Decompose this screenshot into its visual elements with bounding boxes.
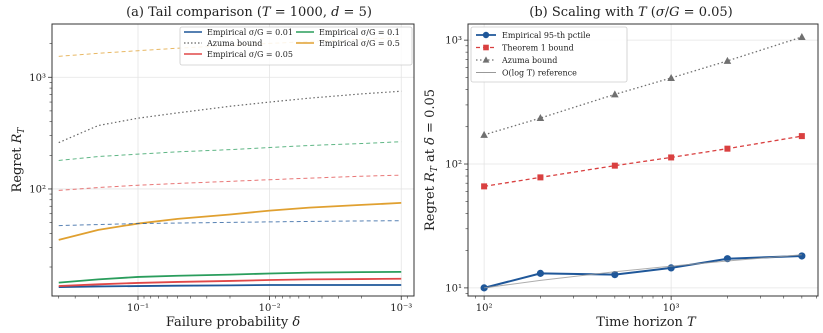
legend-box [470,26,628,83]
legend-label: Empirical σ/G = 0.01 [207,28,293,37]
series-line-0 [483,254,802,289]
legend-label: Azuma bound [206,39,262,48]
legend-marker [483,44,489,51]
series-line-2 [483,36,803,136]
panel-b-series [480,33,806,292]
y-tick-label: 10² [29,184,46,195]
data-point [536,269,545,277]
legend-marker [482,31,490,39]
data-point [667,73,675,81]
legend-marker [482,56,490,63]
legend-label: Azuma bound [501,56,557,65]
x-tick-label: 10⁻² [259,303,281,314]
panel-a-ylabel: Regret RT [10,127,27,193]
legend-label: Empirical 95-th pctile [502,31,591,40]
panel-a-title: (a) Tail comparison (T = 1000, d = 5) [126,5,372,20]
data-point [536,114,545,122]
panel-a-frame [51,23,415,297]
data-point [480,130,488,138]
data-point [481,183,488,190]
y-tick-label: 10³ [445,36,462,47]
series-line-6 [58,141,402,161]
series-line-5 [58,220,402,227]
data-point [723,56,732,64]
legend-label: Theorem 1 bound [502,44,574,53]
panel-b-frame [467,23,819,297]
panel-a-xlabel: Failure probability δ [166,315,301,330]
data-point [798,133,805,140]
y-tick-label: 10¹ [445,283,462,294]
data-point [798,252,806,260]
data-point [668,154,675,161]
data-point [611,162,618,169]
legend-label: Empirical σ/G = 0.05 [207,50,293,59]
x-tick-label: 10⁻¹ [127,303,149,314]
series-line-3 [484,254,802,289]
data-point [724,145,731,152]
series-line-1 [58,270,402,284]
y-tick-label: 10³ [29,73,46,84]
series-line-0 [58,284,402,289]
series-line-3 [58,202,402,241]
y-tick-label: 10² [445,160,462,171]
panel-b-legend: Empirical 95-th pctile Theorem 1 bound Azu… [470,26,628,83]
panel-a: (a) Tail comparison (T = 1000, d = 5) 10… [10,5,415,330]
panel-a-grid [52,24,414,296]
panel-b-ticks: 10² 10³ 10¹ 10² 10³ [445,36,817,314]
panel-a-series [58,37,402,289]
data-point [611,90,619,98]
x-tick-label: 10⁻³ [390,303,412,314]
data-point [537,174,544,181]
panel-b-title: (b) Scaling with T (σ/G = 0.05) [529,5,732,20]
series-line-2 [58,277,402,287]
x-tick-label: 10² [476,303,493,314]
panel-b: (b) Scaling with T (σ/G = 0.05) 10² 10³10… [423,5,819,330]
panel-a-ticks: 10⁻¹ 10⁻² 10⁻³ 10² 10³ [29,43,412,314]
x-tick-label: 10³ [663,303,680,314]
series-line-4 [58,90,402,144]
data-point [798,33,806,41]
legend-label: Empirical σ/G = 0.1 [319,28,400,37]
panel-a-legend: Empirical σ/G = 0.01 Empirical σ/G = 0.1 A… [179,26,413,66]
series-line-7 [58,174,402,191]
data-point [611,271,619,279]
series-line-1 [484,135,802,188]
legend-label: O(log T) reference [502,69,577,78]
data-point [480,284,488,292]
panel-b-xlabel: Time horizon T [596,315,697,330]
legend-label: Empirical σ/G = 0.5 [319,39,400,48]
panel-b-ylabel: Regret RT at δ = 0.05 [423,89,440,231]
legend-box [179,26,413,66]
